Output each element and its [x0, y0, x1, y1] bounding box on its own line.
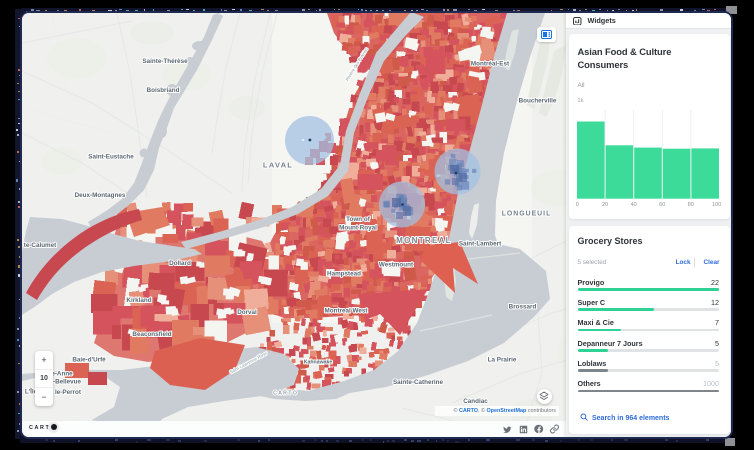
svg-text:Deux-Montagnes: Deux-Montagnes — [75, 192, 126, 199]
svg-text:Brossard: Brossard — [509, 304, 537, 311]
svg-text:Kahnawake: Kahnawake — [304, 360, 333, 366]
svg-text:Westmount: Westmount — [379, 262, 414, 269]
svg-text:Baie-d'Urfé: Baie-d'Urfé — [72, 357, 106, 364]
svg-text:Boisbriand: Boisbriand — [147, 87, 180, 94]
svg-text:Sainte-Catherine: Sainte-Catherine — [393, 379, 444, 386]
svg-text:Town of: Town of — [346, 216, 371, 223]
svg-text:LONGUEUIL: LONGUEUIL — [502, 211, 552, 218]
svg-text:Dollard: Dollard — [169, 260, 191, 267]
svg-text:Beaconsfield: Beaconsfield — [132, 331, 171, 338]
svg-text:-Bellevue: -Bellevue — [53, 379, 81, 386]
svg-text:C A R T O: C A R T O — [273, 391, 297, 397]
svg-text:Sainte-Thérèse: Sainte-Thérèse — [142, 58, 188, 65]
svg-text:e-Anne: e-Anne — [51, 371, 73, 378]
svg-text:Hampstead: Hampstead — [327, 271, 361, 278]
svg-text:Dorval: Dorval — [237, 309, 257, 316]
svg-text:Mount Royal: Mount Royal — [339, 225, 377, 232]
svg-text:L'Île: L'Île — [25, 387, 38, 396]
svg-text:LAVAL: LAVAL — [263, 161, 293, 170]
svg-text:Montreal West: Montreal West — [325, 308, 369, 315]
svg-text:te-Calumet: te-Calumet — [24, 242, 57, 249]
svg-text:Kirkland: Kirkland — [126, 297, 151, 304]
svg-text:Saint-Lambert: Saint-Lambert — [459, 241, 502, 248]
svg-text:Montréal-Est: Montréal-Est — [471, 61, 510, 68]
svg-text:Saint-Eustache: Saint-Eustache — [88, 154, 134, 161]
svg-text:MONTREAL: MONTREAL — [396, 236, 452, 245]
svg-text:le-Perrot: le-Perrot — [55, 389, 82, 396]
svg-text:Candiac: Candiac — [463, 398, 488, 405]
svg-text:La Prairie: La Prairie — [488, 357, 517, 364]
svg-text:Boucherville: Boucherville — [519, 98, 557, 105]
